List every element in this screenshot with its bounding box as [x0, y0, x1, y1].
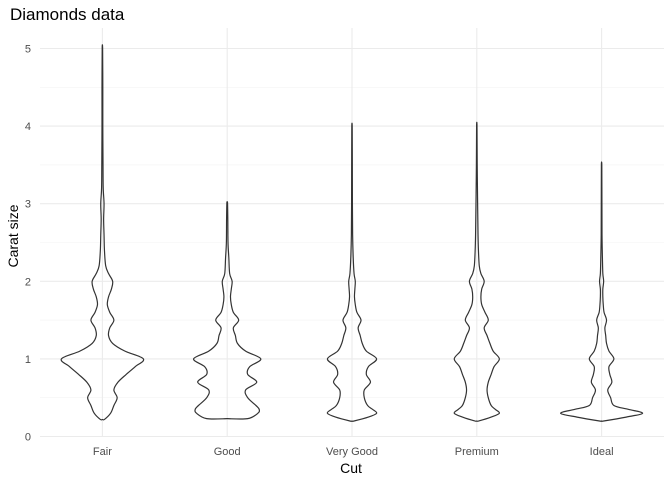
chart-title: Diamonds data [10, 5, 125, 24]
violin-ideal [559, 161, 644, 422]
violin-fair [60, 44, 145, 421]
y-tick-label: 0 [25, 432, 31, 444]
y-tick-label: 4 [25, 121, 31, 133]
y-tick-labels: 0 1 2 3 4 5 [25, 44, 31, 444]
x-axis-title: Cut [340, 460, 362, 476]
gridlines [40, 28, 664, 438]
y-tick-label: 1 [25, 354, 31, 366]
x-tick-labels: Fair Good Very Good Premium Ideal [93, 446, 614, 458]
x-tick-label: Ideal [590, 446, 614, 458]
y-tick-label: 2 [25, 276, 31, 288]
violins [60, 44, 644, 422]
y-tick-label: 3 [25, 199, 31, 211]
violin-premium [453, 121, 501, 422]
y-axis-title: Carat size [5, 204, 21, 267]
x-tick-label: Fair [93, 446, 112, 458]
violin-very-good [326, 122, 378, 422]
y-tick-label: 5 [25, 44, 31, 56]
x-tick-label: Very Good [326, 446, 378, 458]
x-tick-label: Good [214, 446, 241, 458]
violin-good [192, 201, 262, 420]
x-tick-label: Premium [455, 446, 499, 458]
